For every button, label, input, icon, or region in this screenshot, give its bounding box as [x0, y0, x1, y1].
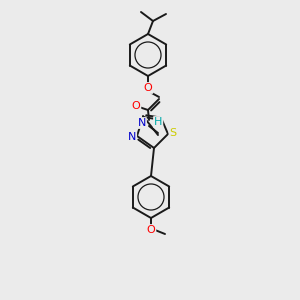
Text: H: H: [154, 117, 162, 127]
Text: N: N: [138, 118, 146, 128]
Text: O: O: [147, 225, 155, 235]
Text: S: S: [169, 128, 177, 138]
Text: O: O: [144, 83, 152, 93]
Text: O: O: [132, 101, 140, 111]
Text: N: N: [128, 132, 136, 142]
